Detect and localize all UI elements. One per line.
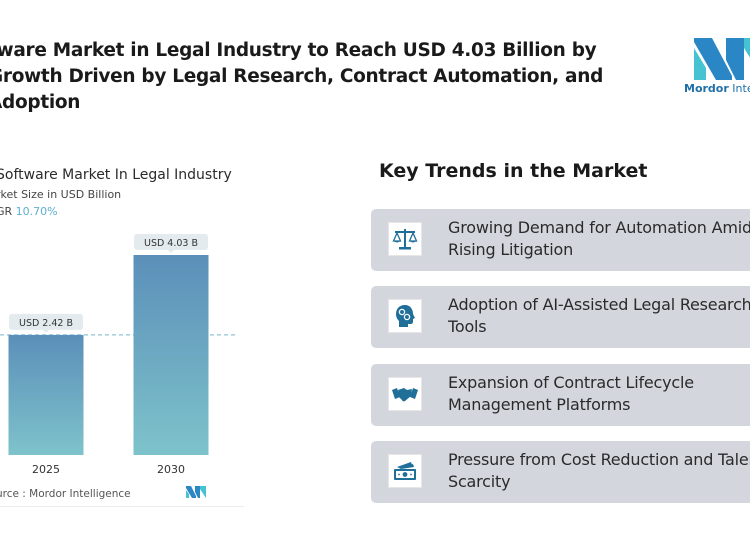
scales-of-justice-icon: [388, 222, 422, 256]
trend-line: Pressure from Cost Reduction and Talent: [448, 450, 750, 469]
trend-text: Pressure from Cost Reduction and Talent …: [448, 449, 750, 493]
data-label-bg: [9, 313, 83, 330]
bar-chart: USD 2.42 B 2025 USD 4.03 B 2030: [0, 234, 236, 476]
headline-line: Growth Driven by Legal Research, Contrac…: [0, 66, 604, 87]
chart-subtitle: rket Size in USD Billion: [0, 188, 122, 201]
trend-card: Adoption of AI-Assisted Legal Research T…: [371, 286, 750, 348]
money-cash-icon: [388, 454, 422, 488]
chart-divider: [0, 506, 244, 507]
trend-line: Management Platforms: [448, 395, 631, 414]
source-logo-icon: [186, 486, 206, 498]
trend-text: Growing Demand for Automation Amid Risin…: [448, 217, 750, 261]
trend-card: Growing Demand for Automation Amid Risin…: [371, 209, 750, 271]
headline-line: Adoption: [0, 92, 81, 113]
trend-line: Tools: [448, 317, 487, 336]
data-label: USD 4.03 B: [144, 238, 198, 249]
brand-name-bold: Mordor: [684, 82, 729, 95]
trend-line: Rising Litigation: [448, 240, 574, 259]
trend-line: Scarcity: [448, 472, 511, 491]
trends-title: Key Trends in the Market: [379, 160, 648, 182]
brand-name-rest: Intelli: [732, 82, 750, 95]
trend-card: Expansion of Contract Lifecycle Manageme…: [371, 364, 750, 426]
headline-line: tware Market in Legal Industry to Reach …: [0, 40, 597, 61]
trend-text: Adoption of AI-Assisted Legal Research T…: [448, 294, 750, 338]
handshake-icon: [388, 377, 422, 411]
data-label-pointer: [43, 329, 49, 333]
trend-line: Adoption of AI-Assisted Legal Research: [448, 295, 750, 314]
data-label-pointer: [168, 250, 174, 253]
cagr-label: GR: [0, 205, 13, 218]
bar-2030: [133, 255, 209, 455]
brand-name: Mordor Intelli: [684, 82, 750, 95]
trend-line: Expansion of Contract Lifecycle: [448, 373, 694, 392]
ai-brain-head-icon: [388, 299, 422, 333]
trend-line: Growing Demand for Automation Amid: [448, 218, 750, 237]
headline: tware Market in Legal Industry to Reach …: [0, 38, 648, 116]
x-tick-label: 2025: [32, 463, 60, 476]
data-label-bg: [134, 234, 208, 250]
chart-source: urce : Mordor Intelligence: [0, 488, 131, 500]
trend-text: Expansion of Contract Lifecycle Manageme…: [448, 372, 694, 416]
trend-card: Pressure from Cost Reduction and Talent …: [371, 441, 750, 503]
bar-2025: [8, 334, 84, 455]
chart-cagr: GR 10.70%: [0, 205, 58, 218]
chart-title: Software Market In Legal Industry: [0, 167, 232, 183]
x-tick-label: 2030: [157, 463, 185, 476]
cagr-value: 10.70%: [15, 205, 58, 218]
mordor-logo-icon: [694, 38, 750, 80]
data-label: USD 2.42 B: [19, 318, 73, 329]
